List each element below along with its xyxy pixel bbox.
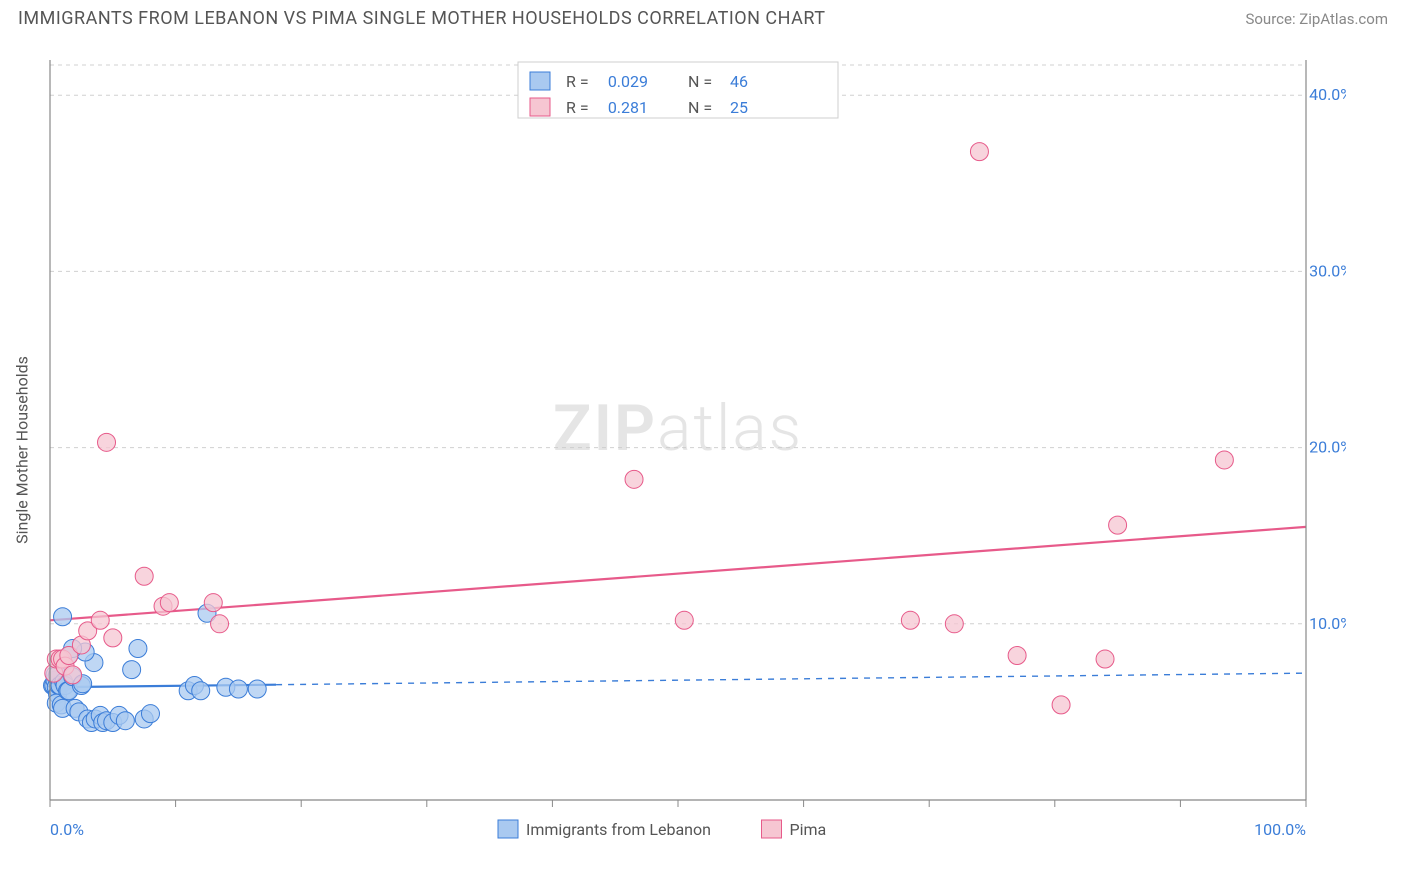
legend-n-label: N =	[688, 98, 712, 117]
data-point-pima	[160, 594, 178, 612]
data-point-pima	[901, 611, 919, 629]
bottom-legend-swatch	[498, 820, 518, 838]
bottom-legend-label: Pima	[790, 820, 827, 839]
legend-n-value: 46	[730, 72, 748, 91]
chart-title: IMMIGRANTS FROM LEBANON VS PIMA SINGLE M…	[18, 8, 826, 29]
y-tick-label: 40.0%	[1309, 85, 1346, 104]
bottom-legend-label: Immigrants from Lebanon	[526, 820, 711, 839]
data-point-lebanon	[54, 608, 72, 626]
data-point-pima	[1215, 451, 1233, 469]
data-point-pima	[204, 594, 222, 612]
data-point-pima	[64, 666, 82, 684]
legend-r-value: 0.029	[608, 72, 648, 91]
header: IMMIGRANTS FROM LEBANON VS PIMA SINGLE M…	[0, 0, 1406, 33]
y-tick-label: 30.0%	[1309, 261, 1346, 280]
data-point-pima	[211, 615, 229, 633]
data-point-pima	[1052, 696, 1070, 714]
data-point-lebanon	[248, 680, 266, 698]
data-point-pima	[104, 629, 122, 647]
data-point-pima	[1008, 647, 1026, 665]
trend-line-dashed-lebanon	[276, 673, 1306, 685]
data-point-pima	[625, 470, 643, 488]
legend-swatch	[530, 98, 550, 116]
legend-r-label: R =	[566, 98, 589, 117]
legend-swatch	[530, 72, 550, 90]
x-tick-label: 0.0%	[50, 820, 84, 839]
legend-n-value: 25	[730, 98, 748, 117]
source-attribution: Source: ZipAtlas.com	[1245, 10, 1388, 28]
trend-line-pima	[50, 527, 1306, 620]
data-point-pima	[1109, 516, 1127, 534]
bottom-legend-swatch	[762, 820, 782, 838]
legend-r-label: R =	[566, 72, 589, 91]
data-point-pima	[1096, 650, 1114, 668]
data-point-pima	[135, 567, 153, 585]
data-point-lebanon	[141, 705, 159, 723]
data-point-lebanon	[192, 682, 210, 700]
legend-n-label: N =	[688, 72, 712, 91]
y-axis-label: Single Mother Households	[13, 356, 32, 544]
data-point-pima	[98, 433, 116, 451]
watermark: ZIPatlas	[553, 391, 803, 466]
data-point-lebanon	[116, 712, 134, 730]
y-tick-label: 20.0%	[1309, 438, 1346, 457]
data-point-pima	[91, 611, 109, 629]
data-point-lebanon	[229, 680, 247, 698]
data-point-pima	[945, 615, 963, 633]
chart-container: Single Mother Households ZIPatlas0.0%100…	[40, 50, 1386, 850]
data-point-pima	[675, 611, 693, 629]
data-point-lebanon	[123, 661, 141, 679]
legend-r-value: 0.281	[608, 98, 648, 117]
data-point-pima	[970, 143, 988, 161]
y-tick-label: 10.0%	[1309, 614, 1346, 633]
data-point-lebanon	[129, 639, 147, 657]
x-tick-label: 100.0%	[1254, 820, 1306, 839]
correlation-scatter-chart: ZIPatlas 0.0% 100.0% 10.0% 20.0% 30.0% 40.0% R …	[40, 50, 1346, 870]
